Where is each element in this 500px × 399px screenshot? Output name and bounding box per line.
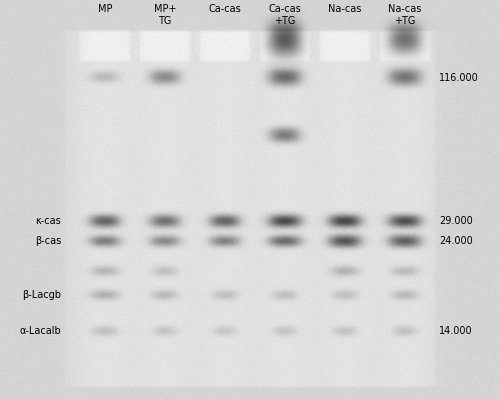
Text: Na-cas: Na-cas [328,4,362,14]
Text: MP: MP [98,4,112,14]
Text: Na-cas
+TG: Na-cas +TG [388,4,422,26]
Text: α-Lacalb: α-Lacalb [19,326,61,336]
Text: 29.000: 29.000 [439,216,473,227]
Text: 116.000: 116.000 [439,73,479,83]
Text: κ-cas: κ-cas [35,216,61,227]
Text: Ca-cas: Ca-cas [208,4,242,14]
Text: β-Lacgb: β-Lacgb [22,290,61,300]
Text: β-cas: β-cas [35,236,61,247]
Text: 24.000: 24.000 [439,236,473,247]
Text: 14.000: 14.000 [439,326,472,336]
Text: Ca-cas
+TG: Ca-cas +TG [268,4,302,26]
Text: MP+
TG: MP+ TG [154,4,176,26]
